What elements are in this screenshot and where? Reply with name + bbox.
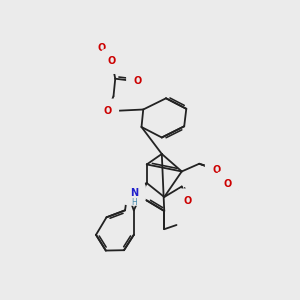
Text: O: O [134, 76, 142, 86]
Text: O: O [223, 179, 231, 189]
Text: H: H [131, 198, 137, 207]
Text: O: O [108, 56, 116, 66]
Text: O: O [103, 106, 111, 116]
Text: O: O [184, 196, 192, 206]
Text: N: N [130, 188, 138, 198]
Text: O: O [98, 43, 106, 53]
Text: N: N [130, 188, 138, 198]
Text: O: O [213, 165, 221, 175]
